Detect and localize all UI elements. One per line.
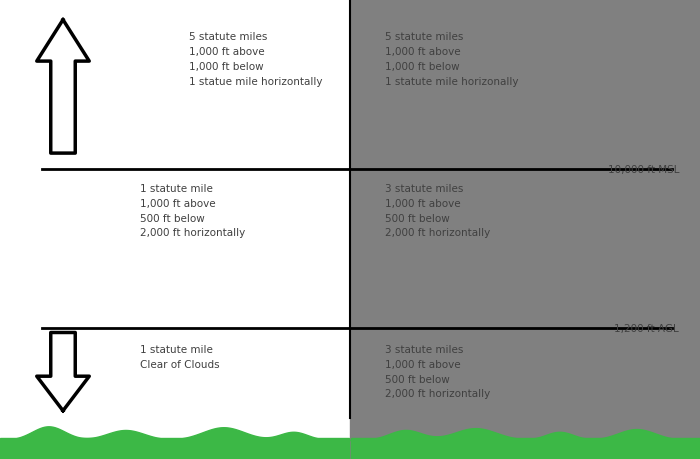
Text: 1 statute mile
Clear of Clouds: 1 statute mile Clear of Clouds — [140, 344, 220, 369]
Polygon shape — [351, 429, 700, 441]
Text: 10,000 ft MSL: 10,000 ft MSL — [608, 165, 679, 175]
Polygon shape — [36, 21, 90, 154]
Polygon shape — [0, 427, 349, 441]
Text: 5 statute miles
1,000 ft above
1,000 ft below
1 statue mile horizontally: 5 statute miles 1,000 ft above 1,000 ft … — [189, 32, 323, 86]
Text: 3 statute miles
1,000 ft above
500 ft below
2,000 ft horizontally: 3 statute miles 1,000 ft above 500 ft be… — [385, 184, 490, 238]
Bar — [0, 438, 349, 459]
Bar — [0, 0, 350, 459]
Text: 1 statute mile
1,000 ft above
500 ft below
2,000 ft horizontally: 1 statute mile 1,000 ft above 500 ft bel… — [140, 184, 245, 238]
Text: 3 statute miles
1,000 ft above
500 ft below
2,000 ft horizontally: 3 statute miles 1,000 ft above 500 ft be… — [385, 344, 490, 398]
Bar — [350, 0, 700, 459]
Polygon shape — [36, 333, 90, 411]
Text: 1,200 ft AGL: 1,200 ft AGL — [615, 323, 679, 333]
Text: 5 statute miles
1,000 ft above
1,000 ft below
1 statute mile horizonally: 5 statute miles 1,000 ft above 1,000 ft … — [385, 32, 519, 86]
Bar — [351, 438, 700, 459]
